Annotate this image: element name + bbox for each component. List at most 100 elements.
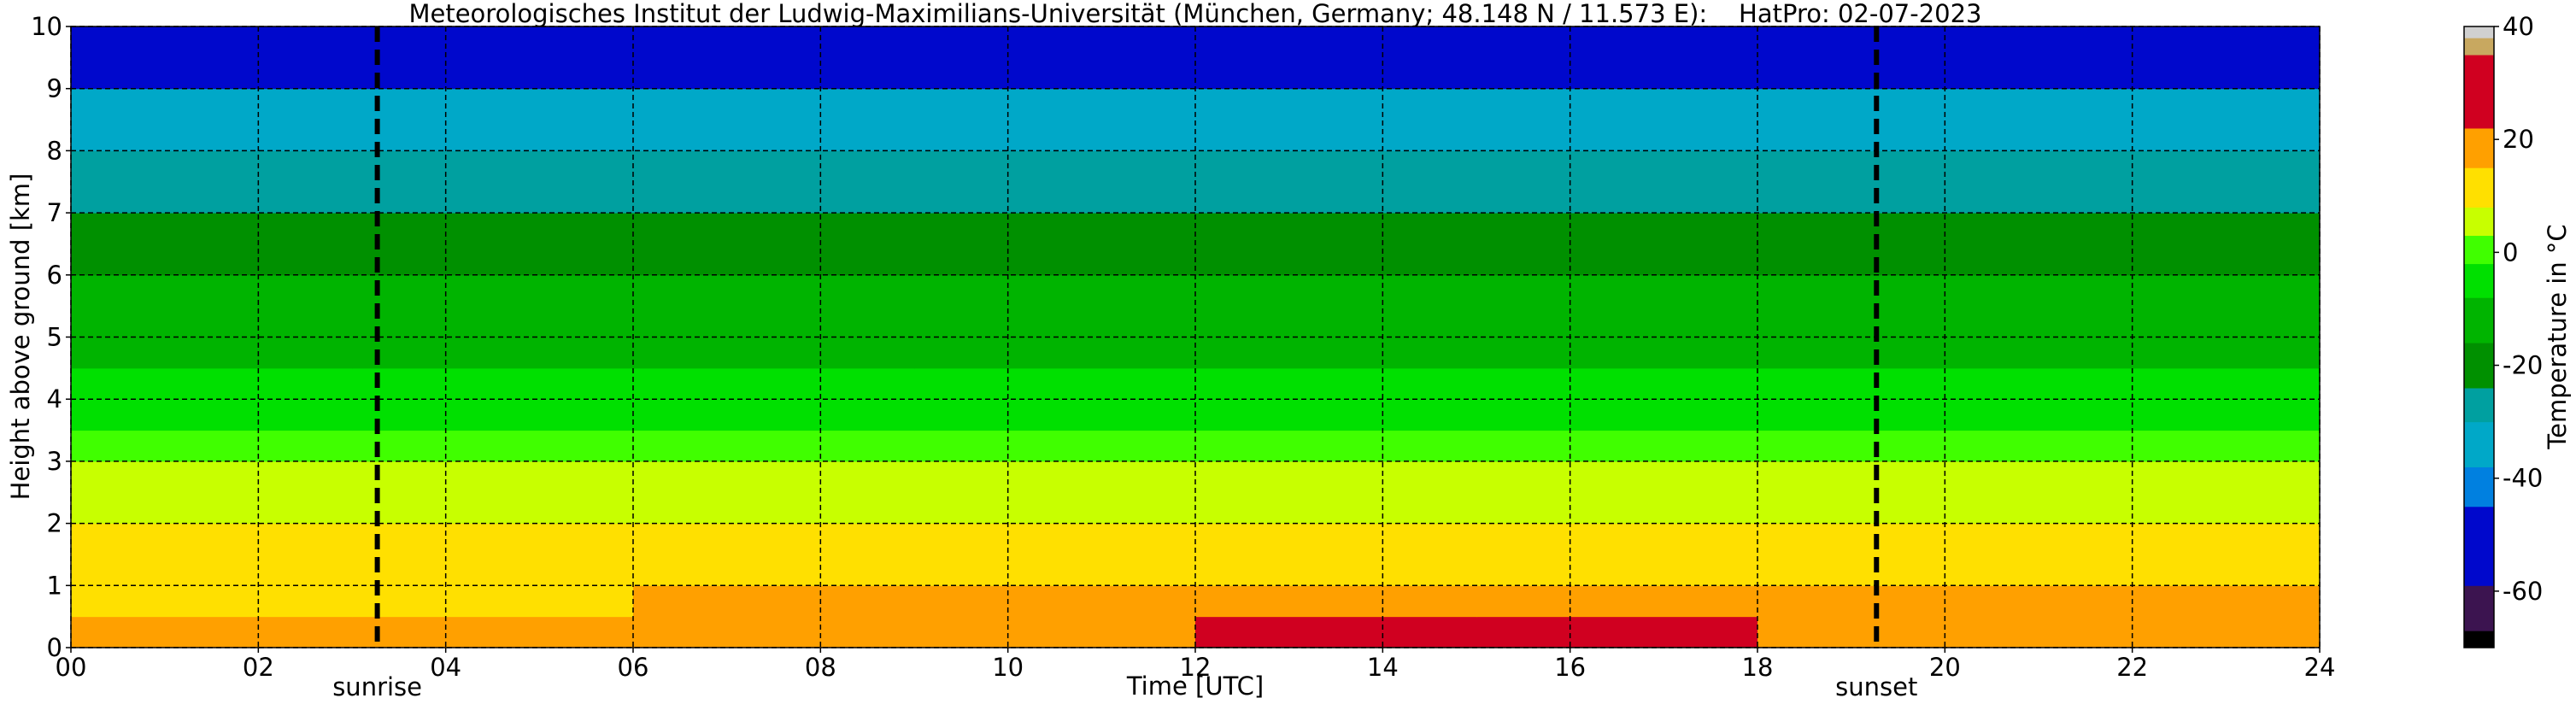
heatmap-cell xyxy=(1476,243,1758,276)
colorbar-tick-label: 0 xyxy=(2503,238,2518,267)
heatmap-cell xyxy=(1476,274,1758,307)
heatmap-cell xyxy=(352,150,634,183)
heatmap-cell xyxy=(2039,554,2321,586)
heatmap-cell xyxy=(2039,585,2321,618)
y-axis-label: Height above ground [km] xyxy=(6,173,35,501)
heatmap-cell xyxy=(1195,585,1477,618)
heatmap-cell xyxy=(914,243,1196,276)
heatmap-cell xyxy=(71,150,353,183)
heatmap-cell xyxy=(2039,492,2321,525)
heatmap-cell xyxy=(352,337,634,369)
heatmap-cell xyxy=(2039,57,2321,90)
colorbar-tick-label: -60 xyxy=(2503,577,2543,606)
heatmap-cell xyxy=(71,399,353,431)
x-tick-label: 10 xyxy=(992,653,1024,682)
colorbar-band xyxy=(2464,38,2494,56)
heatmap-cell xyxy=(2039,306,2321,337)
heatmap-cell xyxy=(1757,585,2039,618)
heatmap-cell xyxy=(2039,120,2321,151)
colorbar-tick-label: 40 xyxy=(2503,12,2534,41)
heatmap-cell xyxy=(1476,461,1758,493)
heatmap-cell xyxy=(633,585,915,618)
x-tick-label: 18 xyxy=(1742,653,1774,682)
colorbar-band xyxy=(2464,631,2494,648)
heatmap-cell xyxy=(1757,243,2039,276)
colorbar-tick-label: -20 xyxy=(2503,351,2543,380)
heatmap-cell xyxy=(914,523,1196,555)
y-tick-label: 10 xyxy=(31,12,62,41)
heatmap-cell xyxy=(352,492,634,525)
heatmap-cell xyxy=(2039,181,2321,214)
heatmap-cell xyxy=(71,585,353,618)
heatmap-cell xyxy=(1195,26,1477,58)
heatmap-cell xyxy=(1476,150,1758,183)
heatmap-cell xyxy=(352,523,634,555)
heatmap-cell xyxy=(914,57,1196,90)
heatmap-cell xyxy=(1757,430,2039,462)
heatmap-cell xyxy=(352,616,634,648)
colorbar-band xyxy=(2464,55,2494,129)
heatmap-cell xyxy=(1476,120,1758,151)
heatmap-cell xyxy=(914,337,1196,369)
heatmap-cell xyxy=(71,306,353,337)
x-tick-label: 04 xyxy=(430,653,461,682)
x-axis-label: Time [UTC] xyxy=(1126,672,1264,701)
heatmap-cell xyxy=(1195,461,1477,493)
heatmap-cell xyxy=(1757,150,2039,183)
colorbar-band xyxy=(2464,127,2494,168)
heatmap-cell xyxy=(71,88,353,120)
x-tick-label: 12 xyxy=(1180,653,1212,682)
heatmap-cell xyxy=(914,88,1196,120)
heatmap-cell xyxy=(352,243,634,276)
x-tick-label: 24 xyxy=(2304,653,2336,682)
colorbar-frame xyxy=(2463,26,2495,648)
heatmap-cell xyxy=(1476,616,1758,648)
heatmap-cell xyxy=(633,399,915,431)
heatmap-cell xyxy=(1476,523,1758,555)
heatmap-cell xyxy=(71,367,353,400)
heatmap-cell xyxy=(1757,88,2039,120)
heatmap-cell xyxy=(1195,399,1477,431)
heatmap-cell xyxy=(914,554,1196,586)
heatmap-cell xyxy=(1476,306,1758,337)
heatmap-cell xyxy=(1195,616,1477,648)
heatmap-cell xyxy=(1195,554,1477,586)
y-tick-label: 3 xyxy=(47,447,62,476)
y-tick-label: 9 xyxy=(47,74,62,103)
heatmap-cell xyxy=(914,213,1196,244)
plot-frame xyxy=(70,26,2321,648)
heatmap-cell xyxy=(71,523,353,555)
heatmap-cell xyxy=(633,243,915,276)
heatmap-cell xyxy=(2039,616,2321,648)
heatmap-cell xyxy=(914,367,1196,400)
heatmap-cell xyxy=(352,26,634,58)
heatmap-cell xyxy=(1195,337,1477,369)
colorbar-band xyxy=(2464,343,2494,389)
heatmap-cell xyxy=(1195,492,1477,525)
x-tick-label: 06 xyxy=(618,653,649,682)
colorbar-band xyxy=(2464,585,2494,631)
heatmap-cell xyxy=(352,554,634,586)
heatmap-cell xyxy=(71,430,353,462)
heatmap-cell xyxy=(633,57,915,90)
heatmap-cell xyxy=(1757,213,2039,244)
x-tick-label: 20 xyxy=(1929,653,1961,682)
heatmap-cell xyxy=(633,181,915,214)
heatmap-cell xyxy=(352,213,634,244)
heatmap-cell xyxy=(633,88,915,120)
heatmap-cell xyxy=(1195,367,1477,400)
heatmap-cell xyxy=(914,181,1196,214)
heatmap-cell xyxy=(1757,492,2039,525)
heatmap-cell xyxy=(1757,181,2039,214)
heatmap-cell xyxy=(2039,523,2321,555)
heatmap-cell xyxy=(2039,26,2321,58)
heatmap-cell xyxy=(914,616,1196,648)
colorbar-band xyxy=(2464,421,2494,468)
colorbar-band xyxy=(2464,207,2494,237)
heatmap-cell xyxy=(1757,523,2039,555)
heatmap-cell xyxy=(71,26,353,58)
heatmap-cell xyxy=(914,585,1196,618)
heatmap-cell xyxy=(1476,585,1758,618)
heatmap-cell xyxy=(1476,181,1758,214)
heatmap-cell xyxy=(2039,430,2321,462)
